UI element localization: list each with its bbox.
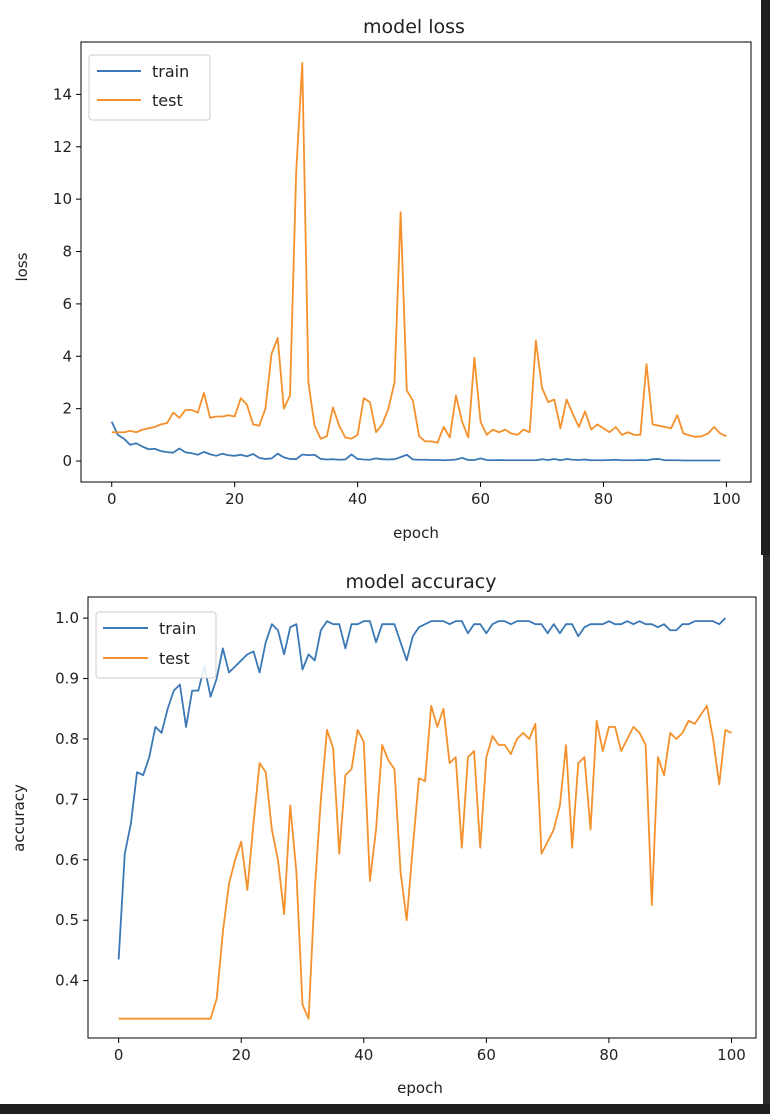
y-tick-label: 14 [53, 85, 72, 103]
legend-label-train: train [152, 62, 189, 81]
x-tick-label: 40 [354, 1046, 373, 1064]
x-tick-label: 20 [232, 1046, 251, 1064]
legend-box [88, 54, 211, 121]
x-tick-label: 100 [717, 1046, 746, 1064]
x-tick-label: 100 [712, 490, 741, 508]
x-tick-label: 0 [114, 1046, 124, 1064]
y-tick-label: 1.0 [55, 609, 79, 627]
x-axis-label: epoch [393, 524, 439, 542]
y-tick-label: 12 [53, 138, 72, 156]
x-tick-label: 0 [107, 490, 117, 508]
x-tick-label: 20 [225, 490, 244, 508]
x-tick-label: 60 [477, 1046, 496, 1064]
x-tick-label: 60 [471, 490, 490, 508]
y-axis-label: accuracy [10, 784, 28, 852]
x-tick-label: 40 [348, 490, 367, 508]
loss-chart: model loss 0 20 40 60 80 100 0 2 4 6 8 10 12 14 epoch… [13, 16, 752, 542]
y-tick-label: 4 [62, 347, 72, 365]
accuracy-chart: model accuracy 0 20 40 60 80 1000.40.50.60.70… [10, 571, 757, 1097]
y-tick-label: 0 [62, 452, 72, 470]
x-tick-label: 80 [599, 1046, 618, 1064]
plot-frame [87, 596, 757, 1039]
y-tick-label: 0.8 [55, 730, 79, 748]
legend: train test [95, 611, 217, 679]
x-tick-label: 80 [594, 490, 613, 508]
y-axis-label: loss [13, 252, 31, 281]
y-tick-label: 2 [62, 400, 72, 418]
y-tick-label: 0.6 [55, 851, 79, 869]
y-tick-label: 0.7 [55, 790, 79, 808]
y-tick-label: 0.5 [55, 911, 79, 929]
legend-label-train: train [159, 619, 196, 638]
chart-title: model accuracy [346, 571, 497, 593]
loss-plot-area: 0 20 40 60 80 100 0 2 4 6 8 10 12 14 [53, 62, 741, 508]
screenshot-edge-right-lower [763, 555, 770, 1114]
series-line-train [117, 617, 726, 960]
y-tick-label: 0.9 [55, 670, 79, 688]
screenshot-edge-bottom [0, 1104, 770, 1114]
plot-frame [80, 41, 752, 483]
series-line-test [118, 704, 732, 1020]
legend-label-test: test [159, 649, 190, 668]
chart-title: model loss [363, 16, 465, 38]
legend-box [95, 611, 217, 679]
y-tick-label: 0.4 [55, 972, 79, 990]
series-line-test [111, 62, 727, 444]
y-tick-label: 6 [62, 295, 72, 313]
accuracy-plot-area: 0 20 40 60 80 100 0.4 0.5 0.6 0.7 0.8 0.9 1.0 [55, 609, 746, 1064]
y-tick-label: 8 [62, 243, 72, 261]
y-tick-label: 10 [53, 190, 72, 208]
series-line-train [110, 421, 721, 462]
legend: train test [88, 54, 211, 121]
legend-label-test: test [152, 91, 183, 110]
screenshot-edge-right [761, 0, 770, 555]
x-axis-label: epoch [397, 1079, 443, 1097]
